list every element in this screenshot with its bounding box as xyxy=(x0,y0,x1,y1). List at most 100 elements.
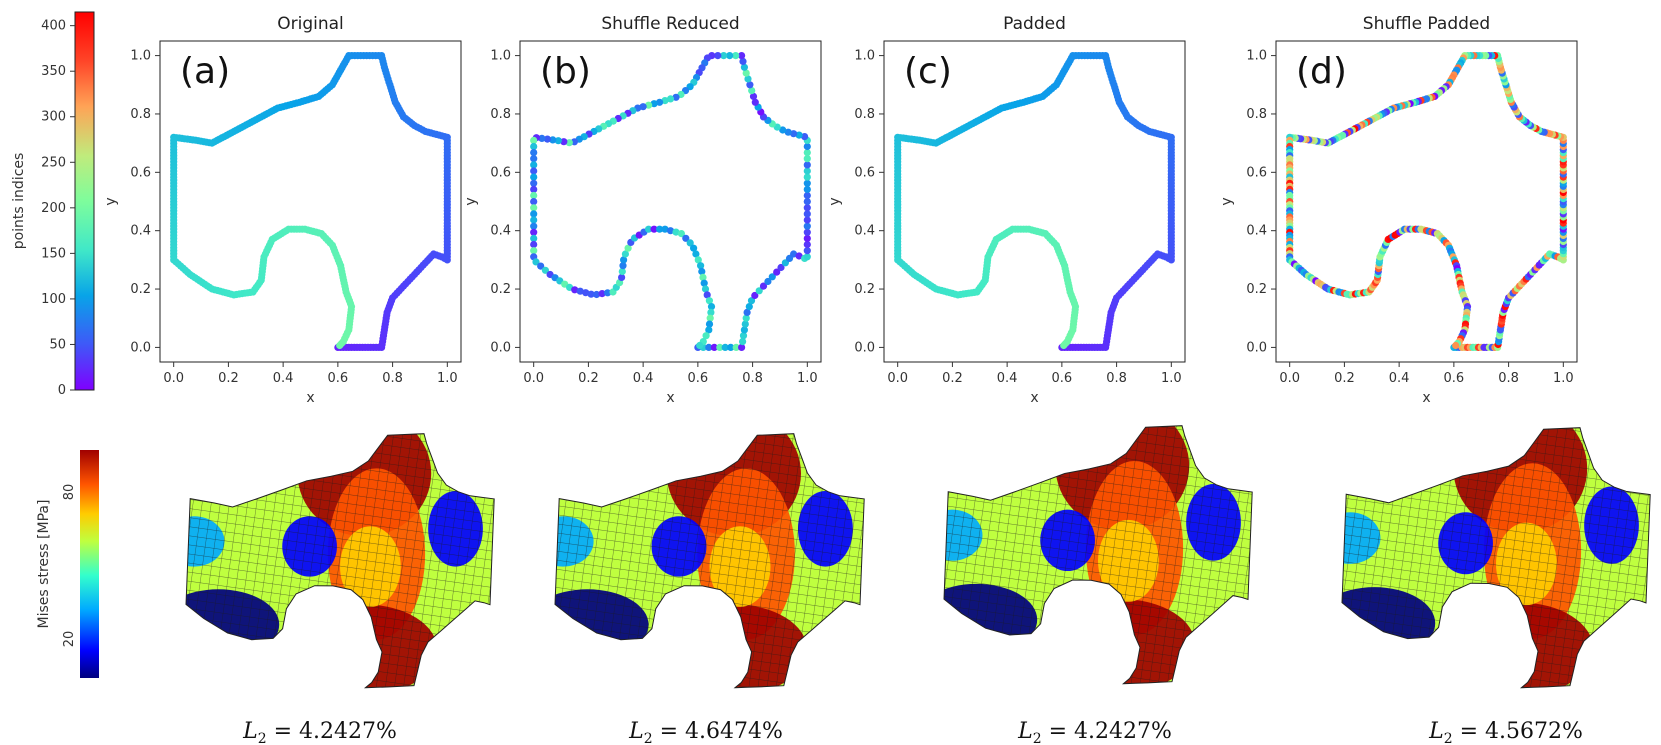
x-tick-label: 0.8 xyxy=(1106,371,1127,386)
indices-tick-label: 400 xyxy=(41,19,66,34)
data-point xyxy=(618,273,626,281)
data-point xyxy=(530,161,538,169)
data-point xyxy=(749,92,758,100)
data-point xyxy=(803,185,811,193)
data-point xyxy=(720,52,728,60)
data-point xyxy=(705,326,713,334)
y-tick-label: 0.2 xyxy=(854,282,875,297)
y-tick-label: 1.0 xyxy=(130,49,151,64)
data-point xyxy=(803,155,811,163)
data-point xyxy=(530,136,538,144)
x-tick-label: 0.4 xyxy=(997,371,1018,386)
data-point xyxy=(530,228,538,236)
data-point xyxy=(751,98,759,106)
data-point xyxy=(624,244,632,252)
shape-outline xyxy=(943,425,1253,685)
x-tick-label: 0.4 xyxy=(1389,371,1410,386)
indices-tick-label: 300 xyxy=(41,110,66,125)
panel-title: Shuffle Reduced xyxy=(601,14,739,34)
data-point xyxy=(587,290,595,298)
data-point xyxy=(645,225,653,233)
scatter-panel-d: Shuffle Padded 0.0 0.2 0.4 0.6 0.8 1.0 0.0 0.2 0.… xyxy=(1219,14,1578,406)
data-point xyxy=(764,277,772,286)
scatter-points xyxy=(530,52,811,351)
scatter-panels: Original 0.0 0.2 0.4 0.6 0.8 1.0 0.0 0.2 0.4 0.6 0.… xyxy=(103,14,1578,406)
data-point xyxy=(530,222,538,230)
contour-panel-c xyxy=(943,425,1253,685)
data-point xyxy=(576,287,584,295)
data-point xyxy=(696,341,704,350)
data-point xyxy=(795,131,803,139)
data-point xyxy=(672,93,680,101)
y-tick-label: 1.0 xyxy=(1246,49,1267,64)
data-point xyxy=(686,239,694,247)
data-point xyxy=(700,279,708,287)
data-point xyxy=(656,225,664,233)
stress-colorbar: 20 80 Mises stress [MPa] xyxy=(36,450,99,678)
data-point xyxy=(741,320,749,328)
y-tick-label: 0.8 xyxy=(1246,107,1267,122)
data-point xyxy=(690,244,698,252)
indices-tick-label: 50 xyxy=(49,337,66,352)
data-point xyxy=(706,314,714,322)
data-point xyxy=(803,191,811,200)
x-tick-label: 0.2 xyxy=(218,371,239,386)
data-point xyxy=(747,297,756,305)
indices-tick-label: 150 xyxy=(41,246,66,261)
data-point xyxy=(740,63,749,71)
data-point xyxy=(777,263,785,272)
data-point xyxy=(803,228,811,236)
data-point xyxy=(742,69,750,77)
stress-colorbar-ramp xyxy=(80,450,99,678)
x-tick-label: 0.8 xyxy=(742,371,763,386)
y-tick-label: 0.6 xyxy=(1246,165,1267,180)
y-tick-label: 1.0 xyxy=(854,49,875,64)
data-point xyxy=(803,210,811,218)
data-point xyxy=(530,216,538,224)
y-tick-label: 0.4 xyxy=(130,224,151,239)
y-tick-label: 0.0 xyxy=(130,340,151,355)
indices-tick-label: 200 xyxy=(41,201,66,216)
x-tick-label: 0.8 xyxy=(1498,371,1519,386)
x-tick-label: 0.2 xyxy=(578,371,599,386)
data-point xyxy=(740,326,749,334)
data-point xyxy=(790,130,798,138)
data-point xyxy=(803,142,811,151)
data-point xyxy=(554,137,562,145)
data-point xyxy=(650,225,658,233)
mesh-overlay xyxy=(944,425,1253,684)
data-point xyxy=(530,234,538,242)
plot-frame xyxy=(159,40,462,363)
y-tick-label: 0.2 xyxy=(490,282,511,297)
data-point xyxy=(530,240,538,249)
y-axis-label: y xyxy=(827,197,843,205)
scatter-panel-b: Shuffle Reduced 0.0 0.2 0.4 0.6 0.8 1.0 0.0 0.2 0… xyxy=(463,14,822,406)
data-point xyxy=(739,332,748,340)
l2-label-d: L2 = 4.5672% xyxy=(1428,719,1583,745)
y-tick-label: 0.0 xyxy=(854,340,875,355)
y-tick-label: 0.6 xyxy=(854,165,875,180)
data-point xyxy=(803,204,811,212)
mesh-overlay xyxy=(555,433,865,688)
x-tick-label: 1.0 xyxy=(1553,371,1574,386)
x-axis-label: x xyxy=(306,390,314,406)
indices-colorbar: 0 50 100 150 200 250 300 350 400 points indices xyxy=(11,11,95,398)
scatter-panel-c: Padded 0.0 0.2 0.4 0.6 0.8 1.0 0.0 0.2 0.4 0.6 0.8 1… xyxy=(827,14,1186,406)
data-point xyxy=(703,291,711,299)
data-point xyxy=(784,128,792,136)
stress-tick-80: 80 xyxy=(62,484,77,501)
data-point xyxy=(701,285,710,293)
data-point xyxy=(803,161,811,169)
data-point xyxy=(666,227,675,235)
data-point xyxy=(751,291,759,300)
data-point xyxy=(803,167,811,175)
shape-outline xyxy=(185,433,495,689)
x-tick-label: 0.2 xyxy=(942,371,963,386)
l2-label-c: L2 = 4.2427% xyxy=(1017,719,1172,745)
data-point xyxy=(661,225,669,233)
data-point xyxy=(803,234,811,242)
y-axis-label: y xyxy=(103,197,119,205)
data-point xyxy=(618,267,626,276)
x-tick-label: 0.8 xyxy=(382,371,403,386)
